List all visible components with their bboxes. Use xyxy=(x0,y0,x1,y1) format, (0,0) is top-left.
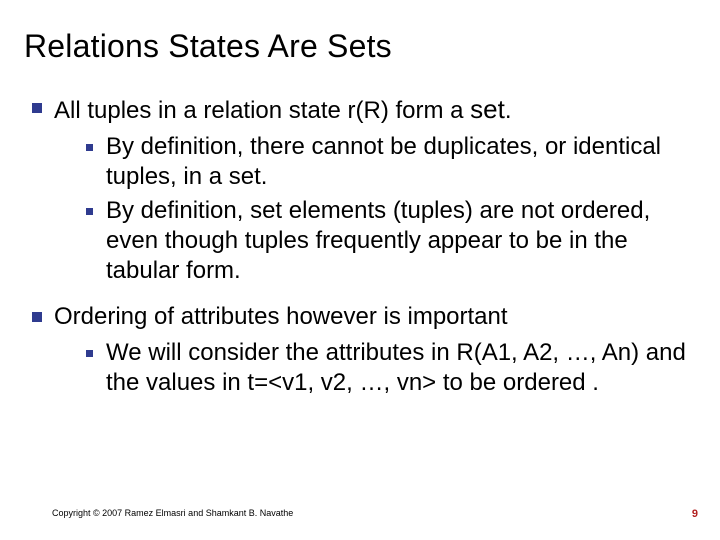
page-number: 9 xyxy=(692,508,698,520)
sub-bullet-text: By definition, set elements (tuples) are… xyxy=(106,197,650,284)
list-item: By definition, set elements (tuples) are… xyxy=(82,196,696,286)
bullet-text-prefix: All tuples in a relation state r(R) form… xyxy=(54,97,470,124)
list-item: We will consider the attributes in R(A1,… xyxy=(82,338,696,398)
bullet-list-level2: We will consider the attributes in R(A1,… xyxy=(54,338,696,398)
sub-bullet-text: By definition, there cannot be duplicate… xyxy=(106,133,661,190)
list-item: All tuples in a relation state r(R) form… xyxy=(24,93,696,286)
bullet-text-suffix: . xyxy=(505,97,512,124)
slide-title: Relations States Are Sets xyxy=(24,28,696,65)
list-item: By definition, there cannot be duplicate… xyxy=(82,132,696,192)
footer-copyright: Copyright © 2007 Ramez Elmasri and Shamk… xyxy=(52,508,293,518)
sub-bullet-text: We will consider the attributes in R(A1,… xyxy=(106,339,686,396)
bullet-list-level1: All tuples in a relation state r(R) form… xyxy=(24,93,696,398)
bullet-text-prefix: Ordering of attributes however is import… xyxy=(54,303,508,330)
list-item: Ordering of attributes however is import… xyxy=(24,302,696,398)
slide: Relations States Are Sets All tuples in … xyxy=(0,0,720,540)
bullet-list-level2: By definition, there cannot be duplicate… xyxy=(54,132,696,286)
bullet-emphasis: set xyxy=(470,94,505,124)
